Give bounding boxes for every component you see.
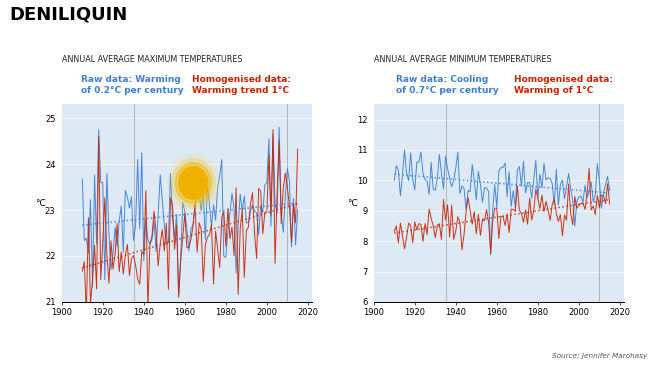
Circle shape [168, 154, 219, 212]
Text: DENILIQUIN: DENILIQUIN [10, 5, 128, 23]
Text: ANNUAL AVERAGE MINIMUM TEMPERATURES: ANNUAL AVERAGE MINIMUM TEMPERATURES [374, 55, 551, 64]
Text: Raw data: Cooling
of 0.7°C per century: Raw data: Cooling of 0.7°C per century [396, 75, 499, 95]
Text: Homogenised data:
Warming of 1°C: Homogenised data: Warming of 1°C [514, 75, 612, 95]
Circle shape [172, 159, 215, 207]
Circle shape [179, 167, 208, 199]
Y-axis label: °C: °C [348, 199, 358, 208]
Circle shape [176, 163, 211, 203]
Text: Raw data: Warming
of 0.2°C per century: Raw data: Warming of 0.2°C per century [81, 75, 184, 95]
Y-axis label: °C: °C [35, 199, 46, 208]
Text: Homogenised data:
Warming trend 1°C: Homogenised data: Warming trend 1°C [192, 75, 291, 95]
Text: Source: Jennifer Marohasy: Source: Jennifer Marohasy [551, 354, 647, 359]
Text: ANNUAL AVERAGE MAXIMUM TEMPERATURES: ANNUAL AVERAGE MAXIMUM TEMPERATURES [62, 55, 242, 64]
